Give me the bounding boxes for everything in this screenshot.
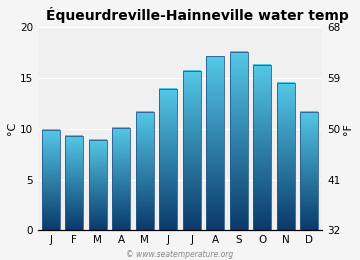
Text: Équeurdreville-Hainneville water temp: Équeurdreville-Hainneville water temp [46,7,349,23]
Bar [253,64,271,230]
Bar [66,136,83,230]
Bar [206,56,224,230]
Y-axis label: °F: °F [343,123,353,135]
Bar [136,112,154,230]
Bar [112,128,130,230]
Bar [301,112,318,230]
Bar [42,130,59,230]
Bar [159,89,177,230]
Bar [277,83,294,230]
Bar [183,71,201,230]
Y-axis label: °C: °C [7,122,17,135]
Bar [230,52,248,230]
Bar [89,140,107,230]
Text: © www.seatemperature.org: © www.seatemperature.org [126,250,234,259]
